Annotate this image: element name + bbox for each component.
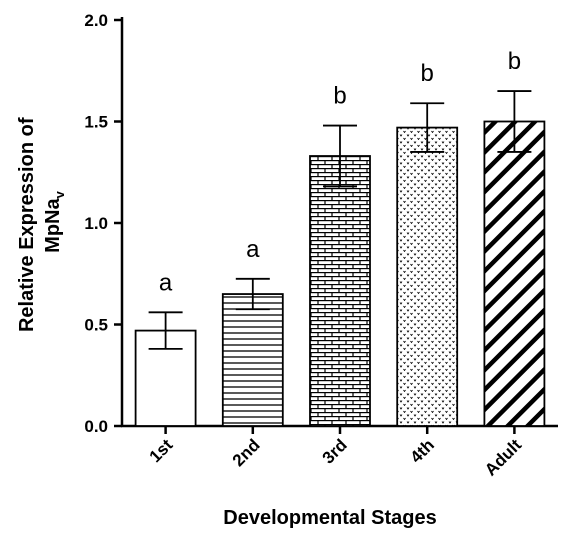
y-tick-label: 2.0: [84, 11, 108, 30]
significance-letters: a a b b b: [159, 48, 521, 296]
error-bar-1st: [148, 311, 183, 350]
y-tick-label: 1.0: [84, 214, 108, 233]
error-bar-4th: [410, 102, 445, 153]
significance-letter: b: [333, 83, 346, 110]
error-bar-adult: [497, 90, 532, 153]
x-tick-label: 1st: [146, 435, 177, 466]
error-bars-group: [148, 90, 532, 350]
y-tick-label: 0.0: [84, 417, 108, 436]
x-tick-label: 3rd: [319, 435, 351, 467]
bar-adult: [483, 120, 546, 427]
bar-4th: [396, 126, 459, 427]
x-axis-tick-labels: 1st 2nd 3rd 4th Adult: [146, 426, 525, 480]
significance-letter: a: [246, 236, 260, 263]
y-axis-title: Relative Expression of MpNav: [16, 112, 67, 332]
bars-group: [134, 120, 546, 427]
error-bar-2nd: [235, 277, 270, 311]
y-axis-title-line1: Relative Expression of: [16, 117, 38, 332]
x-tick-label: 2nd: [229, 435, 264, 470]
x-tick-label: 4th: [407, 435, 438, 466]
bar-3rd: [309, 155, 371, 427]
significance-letter: b: [421, 60, 434, 87]
significance-letter: a: [159, 269, 173, 296]
significance-letter: b: [508, 48, 521, 75]
x-axis-title: Developmental Stages: [223, 507, 436, 529]
y-axis-ticks: 0.0 0.5 1.0 1.5 2.0: [84, 11, 122, 436]
y-tick-label: 1.5: [84, 113, 108, 132]
y-axis-title-line2: MpNav: [42, 190, 67, 252]
bar-2nd: [221, 293, 284, 427]
x-tick-label: Adult: [481, 435, 525, 479]
y-tick-label: 0.5: [84, 316, 108, 335]
error-bar-3rd: [323, 124, 357, 188]
